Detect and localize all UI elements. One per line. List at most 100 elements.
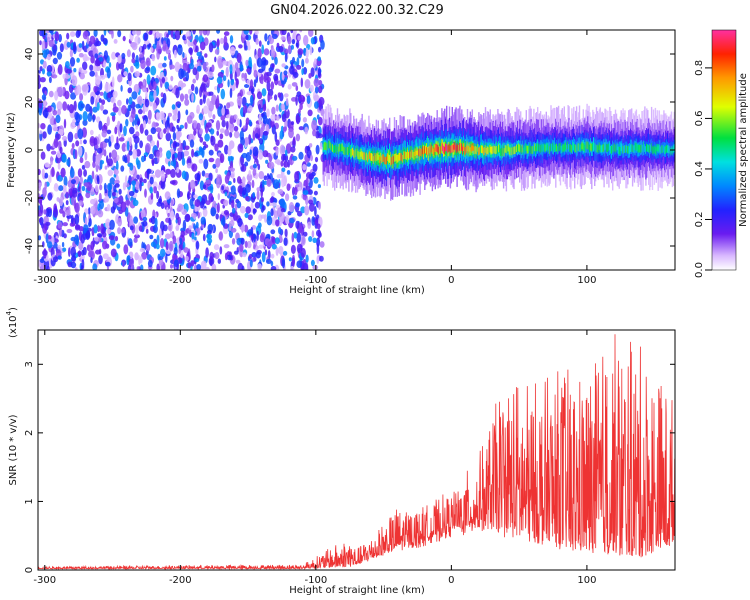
noise-cell: [123, 71, 128, 77]
signal-cell: [323, 142, 325, 150]
noise-cell: [211, 263, 217, 270]
noise-cell: [38, 182, 42, 187]
signal-cell: [600, 145, 602, 154]
noise-cell: [246, 68, 251, 73]
noise-cell: [181, 170, 187, 180]
noise-cell: [39, 40, 42, 46]
noise-cell: [258, 113, 262, 125]
noise-cell: [224, 252, 228, 261]
signal-cell: [554, 142, 556, 151]
noise-cell: [249, 94, 254, 105]
signal-cell: [401, 153, 403, 162]
signal-cell: [512, 146, 514, 155]
noise-cell: [292, 195, 298, 200]
noise-cell: [70, 246, 77, 258]
noise-cell: [217, 139, 224, 148]
signal-cell: [574, 144, 576, 152]
noise-cell: [86, 35, 90, 45]
noise-cell: [277, 189, 284, 195]
noise-cell: [191, 212, 197, 218]
signal-cell: [648, 144, 650, 153]
noise-cell: [184, 93, 189, 100]
signal-cell: [372, 153, 374, 162]
noise-cell: [265, 258, 272, 264]
signal-cell: [616, 142, 619, 151]
signal-cell: [355, 147, 358, 156]
noise-cell: [141, 99, 146, 104]
signal-cell: [553, 145, 555, 153]
noise-cell: [50, 150, 57, 155]
noise-cell: [99, 74, 106, 80]
noise-cell: [107, 169, 114, 177]
noise-cell: [92, 161, 96, 169]
noise-cell: [259, 127, 263, 138]
noise-cell: [135, 103, 141, 109]
signal-cell: [378, 155, 380, 163]
noise-cell: [318, 201, 321, 210]
noise-cell: [156, 201, 163, 207]
signal-cell: [660, 146, 662, 155]
noise-cell: [284, 52, 288, 63]
noise-cell: [44, 181, 47, 190]
noise-cell: [169, 64, 175, 70]
signal-cell: [552, 142, 554, 151]
noise-cell: [88, 221, 91, 228]
noise-cell: [92, 152, 96, 164]
signal-cell: [669, 147, 672, 156]
noise-cell: [38, 82, 41, 90]
x-tick-label: 100: [577, 275, 596, 286]
noise-cell: [222, 215, 226, 227]
y-tick-label: 20: [24, 96, 35, 109]
noise-cell: [90, 198, 96, 205]
noise-cell: [103, 60, 107, 68]
noise-cell: [215, 120, 221, 131]
noise-cell: [137, 95, 143, 107]
noise-cell: [236, 237, 243, 246]
signal-cell: [349, 145, 351, 153]
noise-cell: [245, 59, 249, 67]
noise-cell: [170, 199, 174, 207]
noise-cell: [259, 234, 265, 243]
noise-cell: [78, 200, 84, 207]
noise-cell: [89, 129, 94, 136]
snr-multiplier-base: (x10: [8, 315, 19, 338]
noise-cell: [310, 259, 315, 267]
noise-cell: [150, 241, 156, 248]
noise-cell: [87, 112, 93, 122]
signal-cell: [655, 147, 657, 155]
signal-cell: [445, 143, 447, 152]
noise-cell: [281, 63, 286, 68]
noise-cell: [291, 39, 296, 45]
signal-cell: [498, 144, 500, 153]
noise-cell: [142, 120, 146, 129]
signal-cell: [504, 144, 507, 153]
noise-cell: [120, 201, 127, 213]
signal-cell: [650, 143, 653, 151]
noise-cell: [256, 230, 259, 242]
noise-cell: [246, 91, 252, 96]
noise-cell: [266, 76, 271, 83]
signal-cell: [431, 146, 434, 154]
x-tick-label: -100: [304, 575, 327, 586]
signal-cell: [649, 145, 651, 154]
noise-cell: [89, 70, 95, 77]
noise-cell: [207, 71, 214, 79]
signal-cell: [345, 147, 347, 156]
signal-cell: [326, 143, 328, 151]
signal-cell: [647, 144, 649, 152]
noise-cell: [317, 56, 322, 62]
signal-cell: [351, 149, 353, 157]
noise-cell: [110, 96, 116, 104]
noise-cell: [230, 185, 236, 196]
noise-cell: [92, 114, 95, 123]
colorbar-tick-label: 0.0: [694, 262, 705, 278]
noise-cell: [167, 38, 171, 48]
noise-cell: [190, 58, 194, 65]
noise-cell: [66, 68, 72, 74]
noise-cell: [279, 144, 285, 156]
noise-cell: [75, 113, 81, 124]
noise-cell: [231, 170, 235, 180]
noise-cell: [314, 206, 317, 217]
noise-cell: [199, 98, 203, 106]
noise-cell: [81, 164, 86, 170]
